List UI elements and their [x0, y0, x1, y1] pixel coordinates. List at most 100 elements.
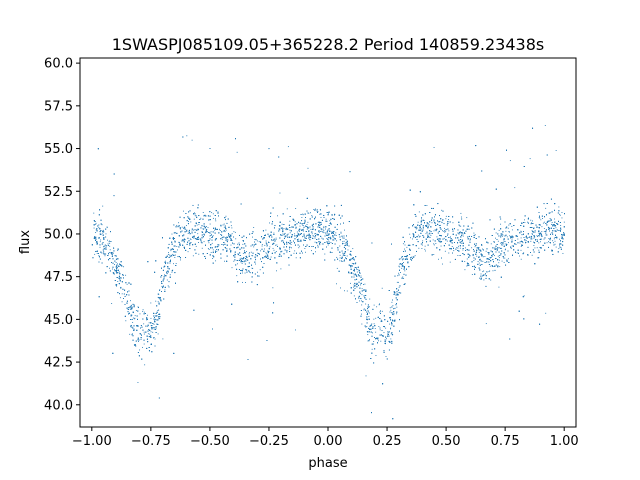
data-point [226, 248, 228, 250]
data-point [240, 259, 241, 261]
data-point [308, 231, 310, 233]
data-point [552, 240, 554, 242]
data-point [503, 252, 505, 254]
data-point [342, 252, 344, 254]
data-point [418, 236, 420, 238]
data-point [444, 227, 446, 229]
data-point [397, 293, 399, 295]
data-point [396, 281, 398, 283]
data-point [511, 245, 513, 247]
data-point [527, 221, 529, 223]
data-point [155, 328, 157, 330]
data-point [179, 243, 181, 245]
data-point [418, 229, 420, 231]
data-point [224, 231, 226, 233]
data-point [391, 301, 393, 303]
data-point [476, 255, 478, 257]
data-point [117, 277, 119, 279]
data-point [269, 222, 271, 224]
data-point [336, 267, 338, 269]
data-point [536, 226, 538, 228]
data-point [157, 333, 159, 335]
data-point [272, 247, 274, 249]
data-point [113, 248, 115, 249]
data-point [310, 236, 312, 238]
data-point [371, 323, 373, 325]
data-point [339, 245, 341, 247]
data-point [361, 288, 363, 290]
data-point [149, 336, 150, 337]
data-point [321, 243, 323, 245]
data-point [383, 332, 385, 334]
data-point [530, 240, 532, 242]
data-point [223, 226, 225, 228]
data-point [558, 248, 560, 250]
data-point [554, 230, 556, 232]
data-point [400, 258, 402, 260]
data-point [153, 323, 155, 325]
data-point [402, 243, 404, 245]
data-point [323, 229, 325, 231]
data-point [551, 250, 553, 252]
data-point [356, 267, 358, 269]
data-point [257, 252, 259, 254]
data-point [252, 268, 254, 269]
data-point [427, 234, 429, 236]
data-point [153, 328, 155, 330]
data-point [536, 235, 538, 237]
data-point [399, 263, 401, 265]
data-point [317, 211, 319, 213]
data-point [195, 215, 197, 217]
data-point [304, 251, 306, 253]
data-point [516, 252, 518, 254]
data-point [351, 262, 353, 264]
data-point [433, 146, 435, 148]
data-point [393, 308, 394, 310]
data-point [276, 270, 277, 272]
data-point [411, 256, 413, 258]
data-point [417, 234, 419, 236]
data-point [373, 304, 375, 306]
data-point [256, 240, 258, 242]
data-point [353, 284, 355, 286]
data-point [156, 326, 158, 328]
data-point [167, 254, 169, 255]
data-point [216, 250, 218, 252]
data-point [391, 319, 393, 321]
data-point [327, 230, 328, 232]
data-point [356, 271, 358, 273]
data-point [270, 256, 272, 258]
data-point [195, 245, 197, 247]
data-point [336, 240, 338, 242]
data-point [137, 382, 139, 383]
data-point [367, 309, 369, 311]
data-point [187, 251, 189, 253]
data-point [323, 232, 325, 234]
data-point [261, 244, 263, 246]
data-point [530, 238, 532, 240]
data-point [401, 264, 403, 266]
data-point [173, 263, 174, 265]
data-point [555, 150, 557, 151]
data-point [181, 226, 183, 228]
data-point [281, 250, 283, 252]
data-point [191, 139, 193, 141]
data-point [157, 296, 159, 298]
data-point [282, 239, 284, 241]
data-point [540, 241, 541, 243]
data-point [211, 212, 213, 214]
data-point [113, 247, 115, 249]
data-point [380, 319, 382, 321]
data-point [318, 231, 320, 233]
data-point [449, 261, 451, 263]
data-point [131, 314, 133, 316]
data-point [243, 258, 245, 260]
data-point [389, 323, 391, 325]
data-point [254, 238, 256, 240]
data-point [307, 167, 309, 169]
data-point [295, 329, 296, 331]
data-point [462, 235, 464, 237]
data-point [149, 336, 151, 338]
data-point [192, 255, 194, 257]
data-point [538, 249, 540, 251]
